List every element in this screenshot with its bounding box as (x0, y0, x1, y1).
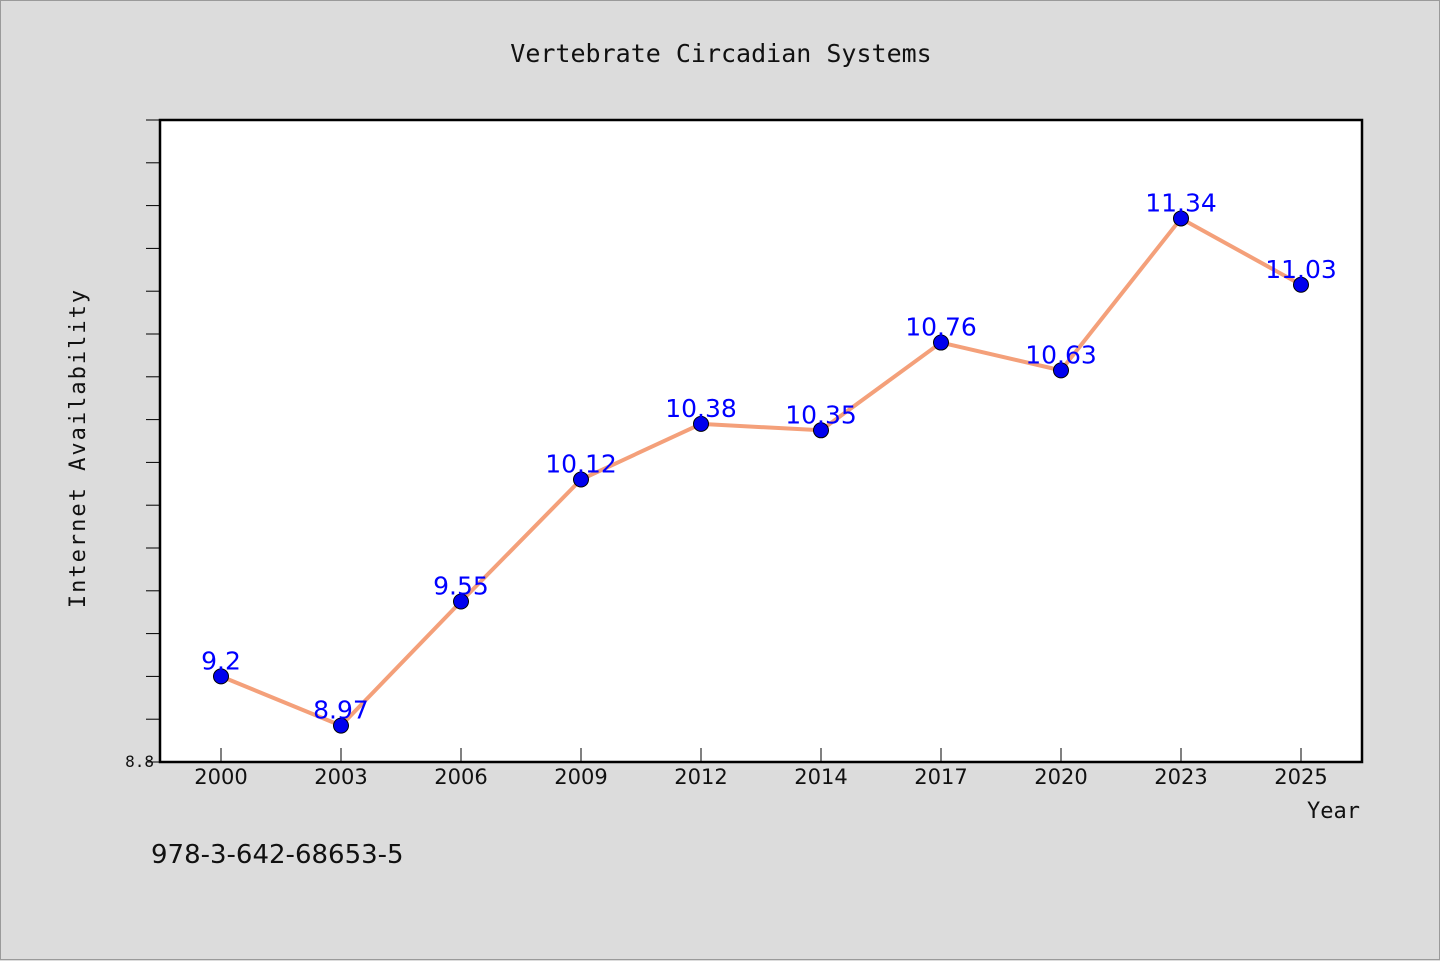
x-tick-label: 2023 (1154, 765, 1207, 789)
series-line (220, 216, 1302, 728)
x-axis-label: Year (1307, 799, 1360, 824)
data-point (573, 471, 589, 488)
data-label: 10.38 (665, 394, 737, 423)
x-tick-label: 2017 (914, 765, 967, 789)
chart-title: Vertebrate Circadian Systems (510, 39, 931, 68)
data-labels: 9.2 8.97 9.55 10.12 10.38 10.35 10.76 10.63 11.3… (201, 188, 1337, 724)
x-axis-tick-labels: 2000 2003 2006 2009 2012 2014 2017 2020 2023 2025 (194, 765, 1327, 789)
data-label: 9.2 (201, 646, 241, 675)
data-label: 10.76 (905, 313, 977, 342)
x-tick-label: 2014 (794, 765, 847, 789)
data-point (813, 422, 829, 439)
y-tick-label: 8.8 (125, 752, 154, 771)
y-axis-label: Internet Availability (66, 288, 91, 608)
x-tick-label: 2003 (314, 765, 367, 789)
x-tick-label: 2025 (1274, 765, 1327, 789)
data-label: 8.97 (313, 696, 369, 725)
x-tick-label: 2012 (674, 765, 727, 789)
data-point (693, 415, 709, 432)
data-point (1053, 362, 1069, 379)
data-label: 10.12 (545, 450, 617, 479)
data-point (1173, 210, 1189, 227)
data-label: 11.03 (1265, 255, 1337, 284)
data-label: 10.63 (1025, 340, 1097, 369)
x-tick-label: 2000 (194, 765, 247, 789)
y-axis-tick-labels: 8.8 (125, 752, 154, 771)
data-point (333, 717, 349, 734)
footer-note: 978-3-642-68653-5 (151, 840, 404, 870)
data-label: 11.34 (1145, 188, 1217, 217)
plot-area (158, 118, 1364, 764)
data-point (933, 334, 949, 351)
x-axis-ticks (220, 748, 1302, 762)
data-markers (213, 210, 1309, 734)
y-axis-ticks (146, 119, 160, 763)
data-label: 10.35 (785, 400, 857, 429)
data-point (213, 668, 229, 685)
x-tick-label: 2006 (434, 765, 487, 789)
data-point (453, 593, 469, 610)
data-point (1293, 276, 1309, 293)
data-label: 9.55 (433, 572, 489, 601)
x-tick-label: 2020 (1034, 765, 1087, 789)
x-tick-label: 2009 (554, 765, 607, 789)
